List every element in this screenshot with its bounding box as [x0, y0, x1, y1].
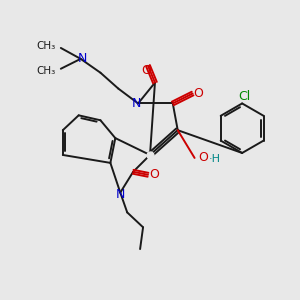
Text: ·H: ·H — [208, 154, 220, 164]
Text: O: O — [141, 64, 151, 77]
Text: N: N — [131, 97, 141, 110]
Text: N: N — [116, 188, 125, 201]
Text: CH₃: CH₃ — [37, 66, 56, 76]
Text: N: N — [78, 52, 87, 65]
Text: O: O — [199, 152, 208, 164]
Text: O: O — [194, 87, 203, 100]
Text: CH₃: CH₃ — [37, 41, 56, 51]
Text: O: O — [149, 168, 159, 181]
Text: Cl: Cl — [238, 90, 250, 103]
